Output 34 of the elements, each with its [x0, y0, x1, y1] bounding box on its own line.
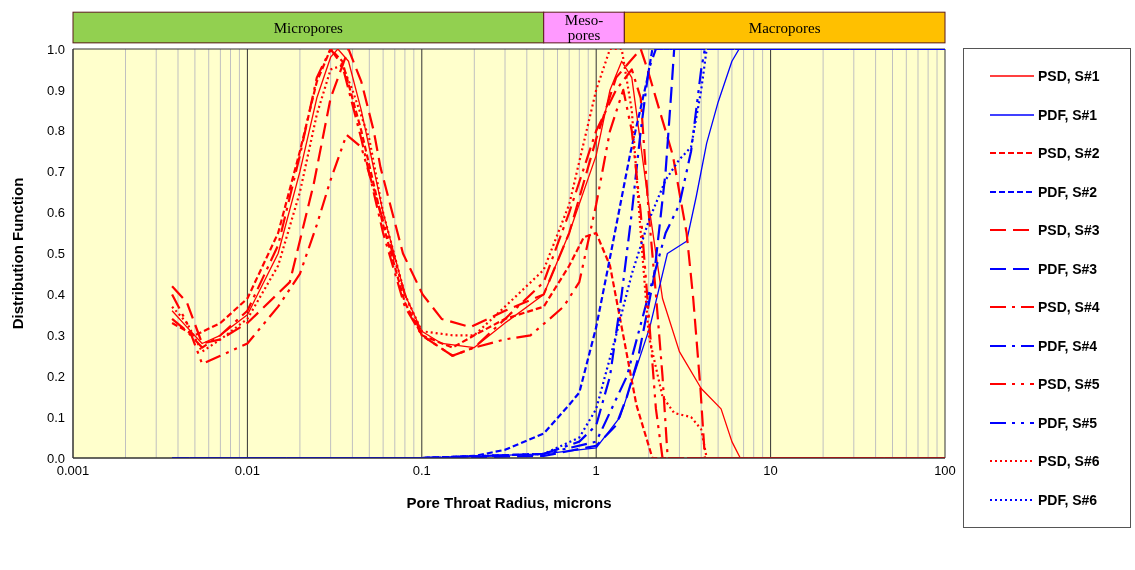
y-tick-label: 0.3 [46, 327, 65, 343]
legend-label: PDF, S#6 [1038, 491, 1098, 508]
y-tick-label: 0.9 [46, 82, 65, 98]
x-tick-label: 0.001 [56, 463, 90, 479]
legend-label: PSD, S#3 [1038, 222, 1100, 239]
band-label: Meso-pores [564, 12, 604, 44]
legend-label: PSD, S#2 [1038, 145, 1100, 162]
y-tick-label: 0.8 [46, 123, 65, 139]
legend-label: PSD, S#1 [1038, 68, 1100, 85]
x-tick-label: 0.1 [412, 463, 431, 479]
legend-label: PSD, S#6 [1038, 453, 1100, 470]
y-tick-label: 1.0 [46, 41, 65, 57]
y-tick-label: 0.4 [46, 287, 65, 303]
y-axis-title: Distribution Function [9, 177, 27, 330]
legend-label: PDF, S#3 [1038, 260, 1098, 277]
x-tick-label: 0.01 [234, 463, 261, 479]
x-tick-label: 100 [934, 463, 956, 479]
x-axis-title: Pore Throat Radius, microns [406, 494, 612, 511]
y-tick-label: 0.5 [46, 246, 65, 262]
x-tick-label: 10 [763, 463, 778, 479]
legend-label: PDF, S#5 [1038, 414, 1098, 431]
y-tick-label: 0.1 [46, 409, 65, 425]
y-tick-label: 0.6 [46, 205, 65, 221]
legend-label: PDF, S#4 [1038, 337, 1098, 354]
legend-label: PDF, S#2 [1038, 183, 1098, 200]
legend-label: PSD, S#5 [1038, 376, 1100, 393]
legend-label: PSD, S#4 [1038, 299, 1100, 316]
band-label: Macropores [748, 19, 821, 36]
y-tick-label: 0.7 [46, 164, 65, 180]
y-tick-label: 0.2 [46, 368, 65, 384]
band-label: Micropores [273, 19, 344, 36]
legend-label: PDF, S#1 [1038, 106, 1098, 123]
y-tick-label: 0.0 [46, 450, 65, 466]
x-tick-label: 1 [592, 463, 600, 479]
